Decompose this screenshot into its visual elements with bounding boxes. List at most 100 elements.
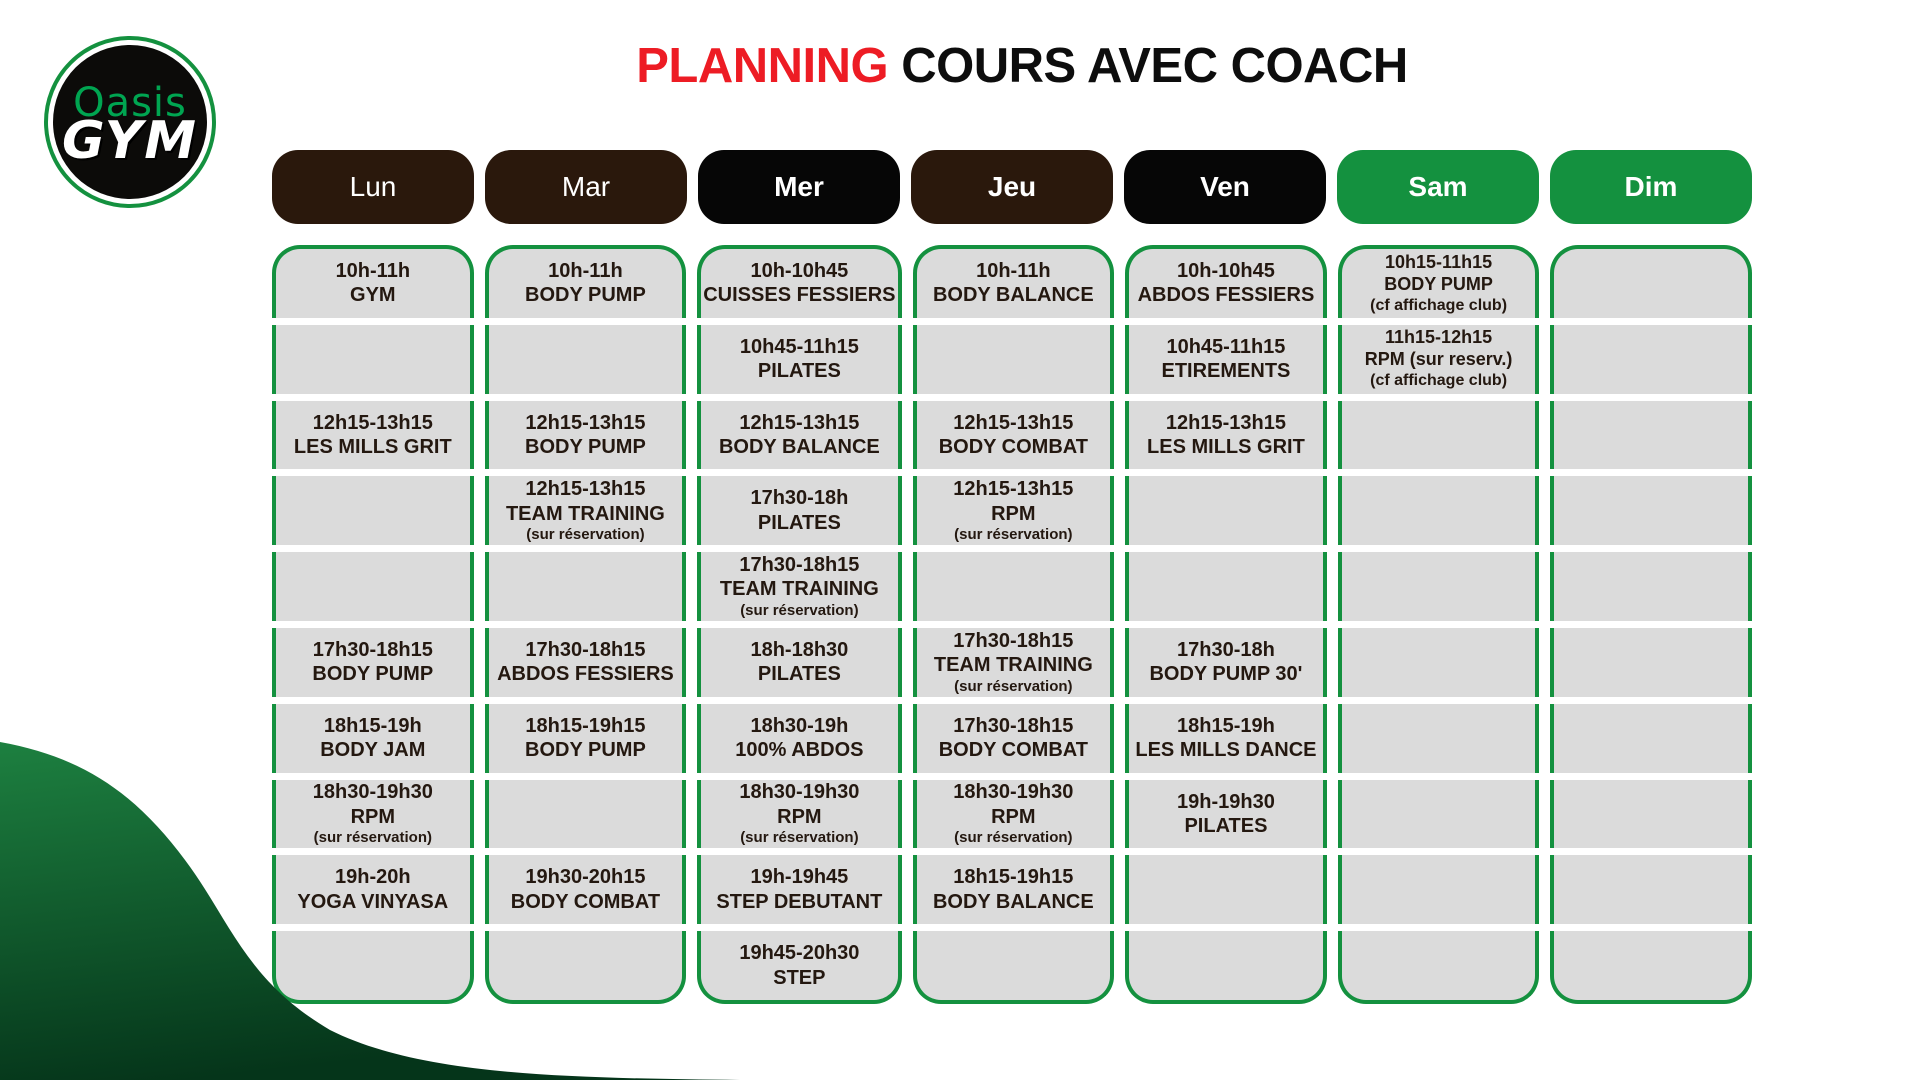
cell-name: BODY JAM: [320, 739, 426, 762]
cell-time: 18h30-19h30: [739, 781, 860, 804]
day-label-lun: Lun: [349, 171, 397, 202]
day-label-dim: Dim: [1624, 171, 1678, 202]
day-label-mer: Mer: [774, 171, 824, 202]
schedule-cell-dim-9: [1550, 855, 1752, 925]
cell-name: TEAM TRAINING: [719, 578, 879, 601]
day-header-jeu: Jeu: [911, 150, 1113, 224]
cell-name: PILATES: [757, 663, 841, 686]
cell-time: 10h-11h: [548, 260, 623, 282]
schedule-cell-ven-6: 17h30-18h BODY PUMP 30': [1125, 627, 1327, 697]
logo-gym-text: GYM: [62, 111, 198, 171]
cell-note: (cf affichage club): [1370, 372, 1508, 390]
cell-name: RPM: [991, 502, 1036, 525]
day-column-jeu: 10h-11h BODY BALANCE 12h15-13h15 BODY COMBA…: [912, 245, 1115, 1004]
cell-time: 10h-10h45: [750, 260, 849, 282]
schedule-table: 10h-11h GYM 12h15-13h15 LES MILLS GRIT 17h30…: [272, 245, 1752, 1004]
cell-name: PILATES: [1184, 814, 1268, 837]
schedule-cell-lun-2: [272, 324, 474, 394]
day-label-ven: Ven: [1200, 171, 1250, 202]
cell-note: (sur réservation): [740, 601, 859, 619]
day-header-lun: Lun: [272, 150, 474, 224]
cell-name: TEAM TRAINING: [505, 502, 665, 525]
cell-time: 17h30-18h15: [739, 554, 860, 577]
cell-time: 19h30-20h15: [525, 866, 646, 889]
schedule-cell-jeu-1: 10h-11h BODY BALANCE: [912, 245, 1115, 318]
cell-time: 19h-20h: [335, 866, 411, 889]
cell-time: 12h15-13h15: [525, 411, 646, 434]
cell-name: RPM (sur reserv.): [1364, 349, 1513, 370]
schedule-cell-mer-6: 18h-18h30 PILATES: [697, 627, 902, 697]
cell-time: 18h15-19h: [323, 714, 422, 737]
schedule-cell-lun-6: 17h30-18h15 BODY PUMP: [272, 627, 474, 697]
day-header-sam: Sam: [1337, 150, 1539, 224]
schedule-cell-ven-10: [1125, 931, 1327, 1004]
schedule-cell-dim-6: [1550, 627, 1752, 697]
cell-time: 18h-18h30: [750, 638, 849, 661]
schedule-cell-mer-7: 18h30-19h 100% ABDOS: [697, 703, 902, 773]
cell-note: (sur réservation): [740, 829, 859, 847]
cell-time: 10h15-11h15: [1385, 251, 1493, 272]
schedule-cell-lun-4: [272, 476, 474, 546]
schedule-cell-mar-7: 18h15-19h15 BODY PUMP: [484, 703, 687, 773]
cell-name: ABDOS FESSIERS: [1137, 284, 1315, 307]
cell-time: 17h30-18h15: [953, 629, 1074, 652]
cell-time: 19h45-20h30: [739, 942, 860, 965]
cell-time: 12h15-13h15: [739, 411, 860, 434]
schedule-cell-lun-9: 19h-20h YOGA VINYASA: [272, 855, 474, 925]
cell-name: BODY PUMP: [525, 284, 646, 307]
cell-name: BODY PUMP: [1384, 273, 1493, 294]
cell-time: 17h30-18h15: [312, 638, 433, 661]
cell-time: 11h15-12h15: [1385, 327, 1493, 348]
cell-time: 10h-11h: [976, 260, 1051, 282]
schedule-cell-dim-10: [1550, 931, 1752, 1004]
schedule-cell-ven-2: 10h45-11h15 ETIREMENTS: [1125, 324, 1327, 394]
schedule-cell-mer-2: 10h45-11h15 PILATES: [697, 324, 902, 394]
schedule-cell-ven-1: 10h-10h45 ABDOS FESSIERS: [1125, 245, 1327, 318]
cell-note: (sur réservation): [954, 526, 1073, 544]
schedule-cell-ven-9: [1125, 855, 1327, 925]
schedule-cell-lun-10: [272, 931, 474, 1004]
cell-time: 19h-19h45: [750, 866, 849, 889]
day-label-sam: Sam: [1408, 171, 1468, 202]
cell-name: ETIREMENTS: [1161, 360, 1291, 383]
day-label-jeu: Jeu: [987, 171, 1037, 202]
page-title: PLANNING COURS AVEC COACH: [572, 38, 1472, 94]
schedule-cell-sam-1: 10h15-11h15 BODY PUMP (cf affichage club): [1337, 245, 1540, 318]
schedule-cell-sam-7: [1337, 703, 1540, 773]
schedule-cell-dim-2: [1550, 324, 1752, 394]
cell-time: 18h30-19h30: [953, 781, 1074, 804]
cell-time: 18h15-19h: [1177, 714, 1275, 737]
cell-time: 17h30-18h15: [953, 714, 1074, 737]
cell-name: BODY COMBAT: [938, 435, 1088, 458]
schedule-cell-mar-6: 17h30-18h15 ABDOS FESSIERS: [484, 627, 687, 697]
cell-time: 17h30-18h15: [525, 638, 646, 661]
cell-time: 10h45-11h15: [739, 335, 859, 358]
cell-name: STEP DEBUTANT: [716, 890, 883, 913]
schedule-cell-jeu-10: [912, 931, 1115, 1004]
logo-oasis-text: Oasis: [73, 80, 187, 126]
cell-time: 18h15-19h15: [953, 866, 1074, 889]
cell-name: BODY BALANCE: [718, 435, 880, 458]
schedule-cell-mer-8: 18h30-19h30 RPM (sur réservation): [697, 779, 902, 849]
cell-name: ABDOS FESSIERS: [497, 663, 674, 686]
cell-name: TEAM TRAINING: [933, 654, 1093, 677]
schedule-cell-lun-7: 18h15-19h BODY JAM: [272, 703, 474, 773]
schedule-cell-ven-4: [1125, 476, 1327, 546]
cell-name: BODY BALANCE: [932, 890, 1094, 913]
schedule-cell-jeu-4: 12h15-13h15 RPM (sur réservation): [912, 476, 1115, 546]
schedule-cell-dim-8: [1550, 779, 1752, 849]
cell-note: (cf affichage club): [1370, 296, 1508, 314]
cell-note: (sur réservation): [313, 829, 432, 847]
schedule-cell-sam-8: [1337, 779, 1540, 849]
cell-name: YOGA VINYASA: [297, 890, 449, 913]
schedule-cell-sam-9: [1337, 855, 1540, 925]
schedule-cell-lun-3: 12h15-13h15 LES MILLS GRIT: [272, 400, 474, 470]
cell-time: 12h15-13h15: [312, 411, 433, 434]
schedule-cell-ven-3: 12h15-13h15 LES MILLS GRIT: [1125, 400, 1327, 470]
schedule-cell-jeu-7: 17h30-18h15 BODY COMBAT: [912, 703, 1115, 773]
cell-name: BODY COMBAT: [938, 739, 1088, 762]
schedule-cell-lun-5: [272, 552, 474, 621]
schedule-cell-mar-4: 12h15-13h15 TEAM TRAINING (sur réservation…: [484, 476, 687, 546]
cell-note: (sur réservation): [526, 526, 645, 544]
schedule-cell-sam-10: [1337, 931, 1540, 1004]
